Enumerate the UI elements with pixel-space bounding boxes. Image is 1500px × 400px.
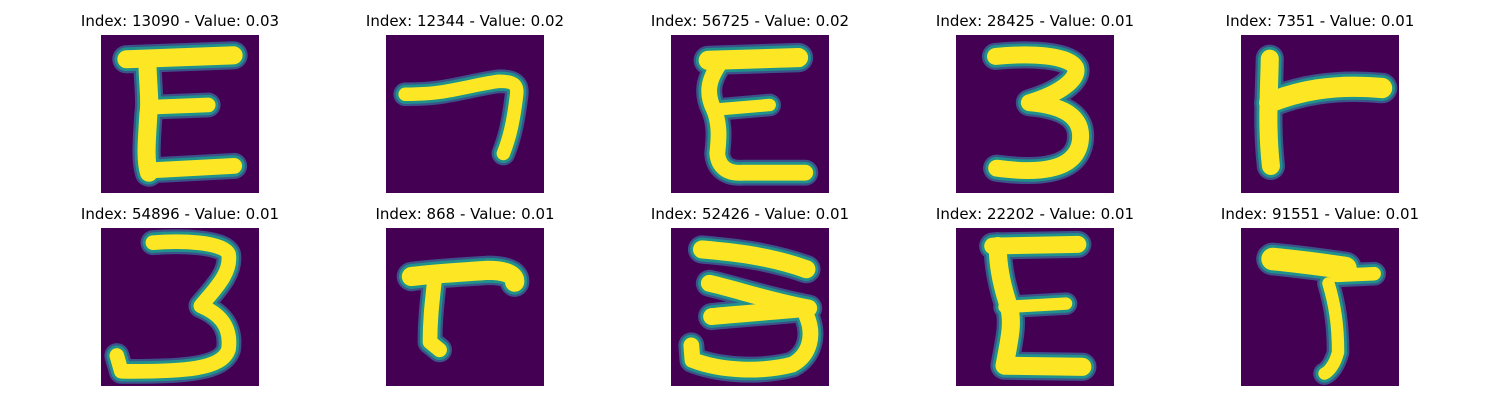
digit-image (1241, 228, 1399, 386)
panel-title: Index: 91551 - Value: 0.01 (1220, 205, 1420, 223)
glyph-stroke (1259, 76, 1393, 113)
glyph-stroke (984, 235, 1087, 255)
glyph-stroke (693, 240, 816, 279)
panel-title: Index: 13090 - Value: 0.03 (80, 12, 280, 30)
glyph-stroke (683, 307, 819, 378)
panel-title: Index: 22202 - Value: 0.01 (935, 205, 1135, 223)
digit-image (101, 35, 259, 193)
panel-1: Index: 13090 - Value: 0.03 (60, 8, 300, 193)
panel-6: Index: 54896 - Value: 0.01 (60, 201, 300, 386)
panel-3: Index: 56725 - Value: 0.02 (630, 8, 870, 193)
digit-image (956, 35, 1114, 193)
glyph-stroke (1330, 266, 1381, 283)
glyph-stroke (141, 158, 243, 179)
glyph-stroke (711, 98, 776, 116)
image-background (386, 228, 544, 386)
glyph-stroke (109, 234, 237, 379)
panel-2: Index: 12344 - Value: 0.02 (345, 8, 585, 193)
panel-title: Index: 52426 - Value: 0.01 (650, 205, 850, 223)
glyph-stroke (1318, 277, 1345, 380)
digit-image (1241, 35, 1399, 193)
panel-title: Index: 12344 - Value: 0.02 (365, 12, 565, 30)
glyph-stroke (701, 52, 814, 181)
panel-title: Index: 7351 - Value: 0.01 (1225, 12, 1415, 30)
glyph-stroke (1261, 247, 1357, 280)
glyph-stroke (987, 46, 1090, 179)
glyph-stroke (998, 297, 1073, 314)
digit-image (956, 228, 1114, 386)
panel-5: Index: 7351 - Value: 0.01 (1200, 8, 1440, 193)
glyph-stroke (142, 97, 216, 115)
panel-7: Index: 868 - Value: 0.01 (345, 201, 585, 386)
digit-image (386, 35, 544, 193)
glyph-stroke (398, 74, 524, 161)
panel-8: Index: 52426 - Value: 0.01 (630, 201, 870, 386)
digit-image (101, 228, 259, 386)
panel-4: Index: 28425 - Value: 0.01 (915, 8, 1155, 193)
digit-image (671, 35, 829, 193)
glyph-stroke (422, 272, 447, 358)
panel-9: Index: 22202 - Value: 0.01 (915, 201, 1155, 386)
digit-image (671, 228, 829, 386)
panel-title: Index: 54896 - Value: 0.01 (80, 205, 280, 223)
panel-10: Index: 91551 - Value: 0.01 (1200, 201, 1440, 386)
digit-image (386, 228, 544, 386)
panel-title: Index: 56725 - Value: 0.02 (650, 12, 850, 30)
panel-title: Index: 868 - Value: 0.01 (375, 205, 555, 223)
panel-title: Index: 28425 - Value: 0.01 (935, 12, 1135, 30)
glyph-stroke (137, 50, 159, 182)
glyph-stroke (401, 260, 525, 292)
